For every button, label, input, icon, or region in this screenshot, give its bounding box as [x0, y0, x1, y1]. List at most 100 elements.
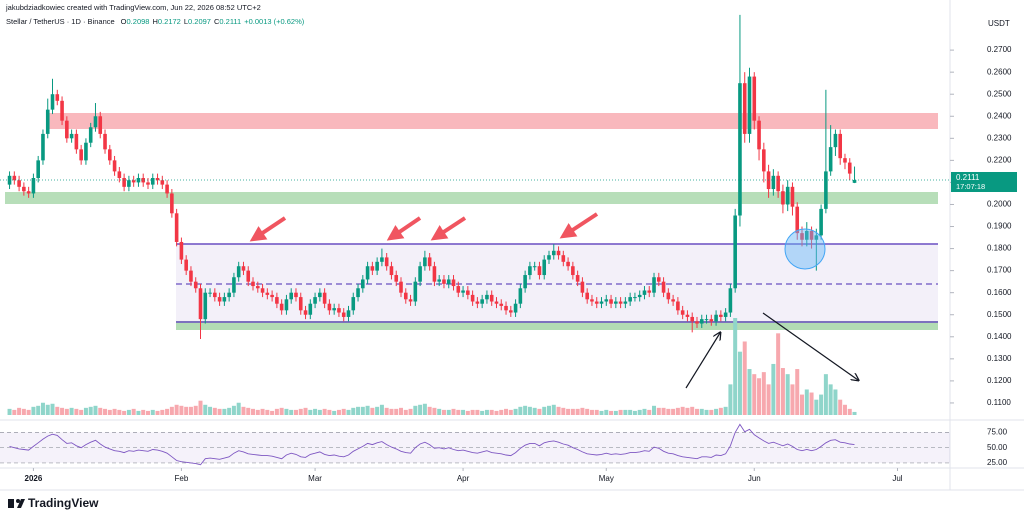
volume-bar — [451, 408, 456, 415]
candle-body — [117, 171, 122, 179]
candle-body — [656, 277, 661, 282]
last-price-label: 0.2111 — [956, 173, 980, 182]
volume-bar — [704, 409, 709, 415]
volume-bar — [384, 407, 389, 415]
volume-bar — [613, 410, 618, 415]
candle-body — [633, 297, 637, 299]
volume-bar — [780, 368, 785, 415]
volume-bar — [461, 409, 466, 415]
volume-bar — [819, 394, 824, 415]
candle-body — [236, 266, 241, 278]
candle-body — [704, 319, 709, 321]
volume-bar — [852, 411, 857, 415]
candle-body — [41, 133, 45, 161]
volume-bar — [742, 341, 747, 415]
candle-body — [103, 133, 107, 150]
candle-body — [74, 133, 79, 150]
candle-body — [762, 149, 766, 172]
volume-bar — [246, 407, 251, 415]
candle-body — [513, 303, 518, 313]
volume-bar — [480, 410, 485, 415]
candle-body — [432, 266, 437, 282]
volume-bar — [174, 404, 179, 415]
volume-bar — [93, 405, 98, 415]
volume-bar — [766, 384, 771, 415]
symbol-legend: Stellar / TetherUS · 1D · Binance O0.2098… — [6, 17, 305, 26]
volume-bar — [332, 410, 337, 415]
volume-bar — [484, 409, 489, 415]
volume-bar — [40, 402, 45, 415]
volume-bar — [671, 408, 676, 415]
volume-bar — [842, 404, 847, 415]
volume-bar — [489, 409, 494, 415]
candle-body — [714, 314, 718, 322]
candle-body — [785, 186, 790, 205]
volume-bar — [666, 408, 671, 415]
candle-body — [628, 297, 632, 302]
volume-bar — [255, 409, 260, 415]
volume-bar — [809, 392, 814, 415]
volume-bar — [227, 407, 232, 415]
volume-bar — [55, 406, 60, 415]
volume-bar — [327, 409, 332, 415]
candle-body — [198, 288, 203, 320]
candle-body — [260, 288, 265, 293]
volume-bar — [594, 409, 599, 415]
volume-bar — [117, 409, 122, 415]
volume-bar — [389, 408, 394, 415]
volume-bar — [403, 409, 408, 415]
y-tick-label: 0.2700 — [987, 45, 1012, 54]
ohlc-label: O — [121, 17, 127, 26]
candle-body — [843, 158, 847, 163]
rsi-tick-label: 75.00 — [987, 427, 1008, 436]
candle-body — [122, 178, 126, 187]
volume-bar — [188, 406, 193, 415]
volume-bar — [609, 410, 614, 415]
symbol: Stellar / TetherUS · 1D · Binance — [6, 17, 115, 26]
volume-bar — [838, 399, 843, 415]
candle-body — [470, 294, 475, 302]
volume-bar — [785, 374, 790, 415]
volume-bar — [279, 407, 284, 415]
candle-body — [255, 286, 260, 289]
volume-bar — [64, 408, 69, 415]
candle-body — [790, 186, 795, 207]
candle-body — [112, 160, 117, 172]
candle-body — [31, 178, 36, 194]
candle-body — [680, 310, 685, 315]
volume-bar — [50, 403, 55, 415]
candle-body — [618, 301, 623, 304]
candle-body — [623, 301, 628, 304]
volume-bar — [494, 410, 499, 415]
volume-bar — [680, 406, 685, 415]
candle-body — [193, 281, 198, 289]
volume-bar — [470, 409, 475, 415]
x-tick-label: Jul — [892, 474, 902, 483]
volume-bar — [546, 405, 551, 415]
x-tick-label: Mar — [308, 474, 322, 483]
volume-bar — [289, 409, 294, 415]
candle-body — [456, 286, 461, 293]
volume-bar — [408, 408, 413, 415]
candle-body — [518, 288, 523, 304]
x-tick-label: May — [599, 474, 614, 483]
candle-body — [22, 186, 26, 192]
volume-bar — [604, 409, 609, 415]
candle-body — [384, 257, 389, 267]
candle-body — [824, 171, 828, 209]
volume-bar — [804, 389, 809, 415]
y-tick-label: 0.1200 — [987, 376, 1012, 385]
candle-body — [485, 294, 489, 300]
candle-body — [838, 133, 843, 159]
candle-body — [475, 301, 480, 304]
volume-bar — [427, 406, 432, 415]
volume-bar — [83, 407, 88, 415]
volume-bar — [107, 409, 112, 415]
candle-body — [146, 182, 150, 185]
candle-body — [399, 281, 403, 293]
candle-body — [738, 83, 742, 216]
volume-bar — [31, 406, 36, 415]
candle-body — [241, 266, 246, 271]
